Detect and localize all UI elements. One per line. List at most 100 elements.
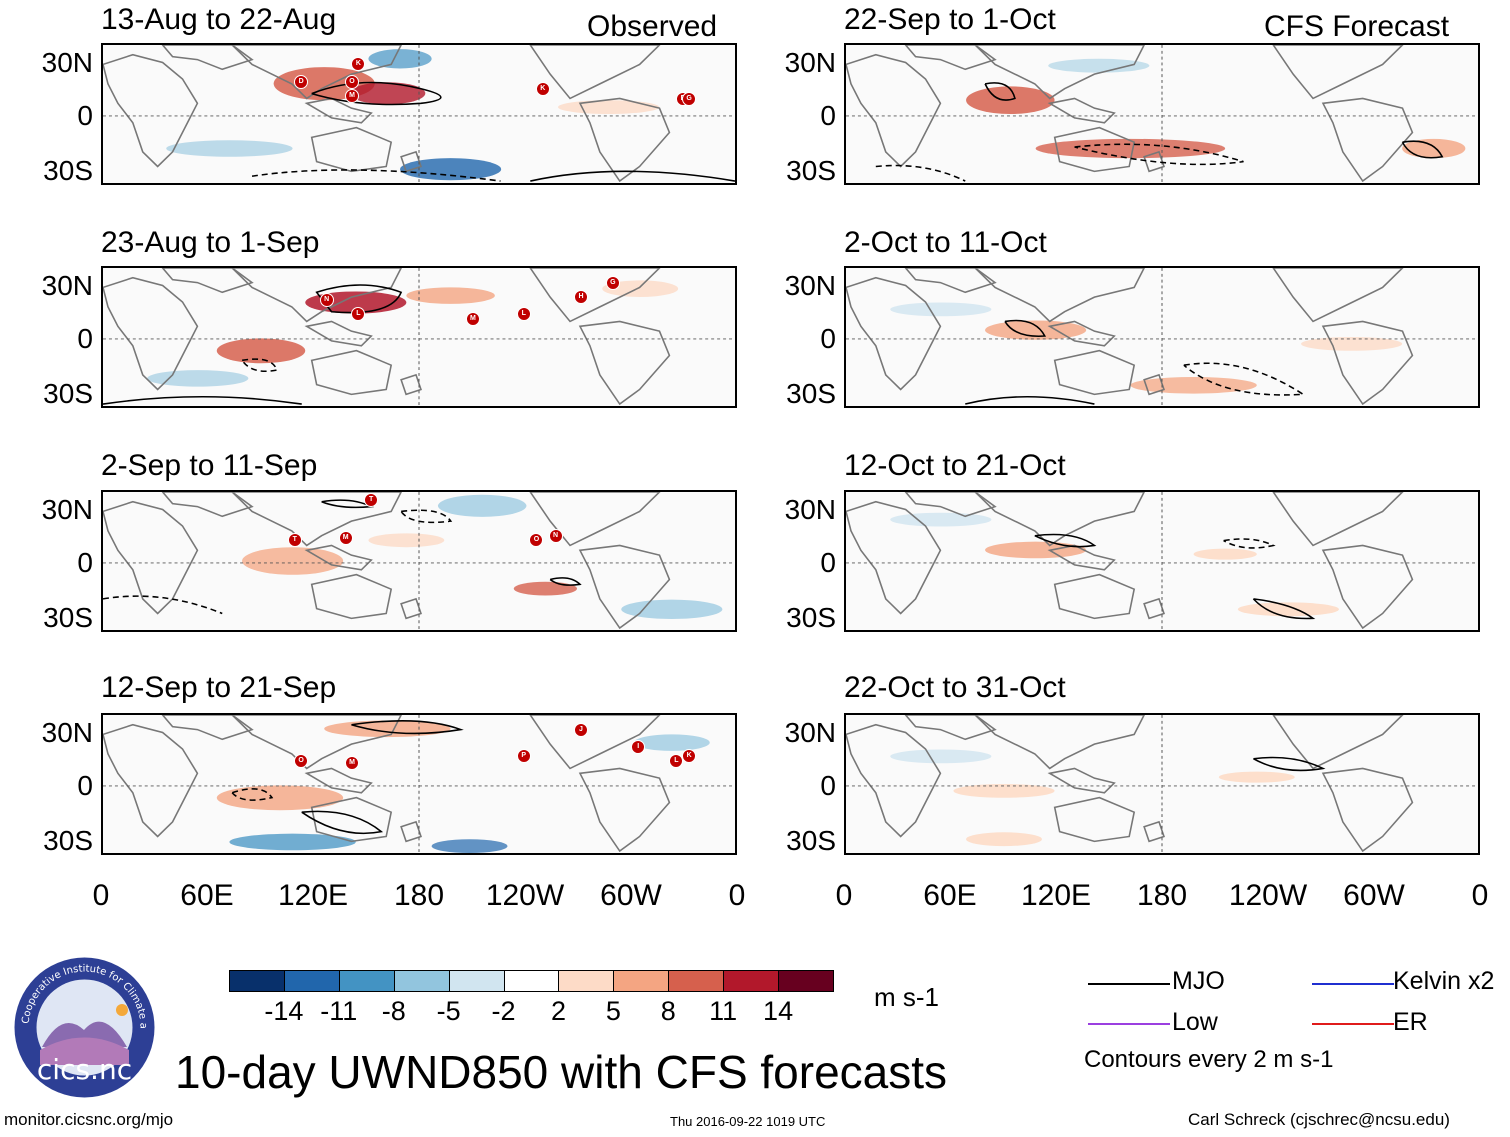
coastline [974, 45, 1146, 100]
lon-label: 180 [393, 879, 445, 912]
panel-title: 2-Sep to 11-Sep [101, 449, 318, 482]
wind-anomaly-shading [953, 784, 1055, 798]
forecast-label: CFS Forecast [1264, 10, 1450, 43]
lon-label: 120W [1228, 879, 1308, 912]
wind-anomaly-shading [431, 839, 508, 853]
legend-low-label: Low [1172, 1008, 1218, 1036]
panel-title: 12-Sep to 21-Sep [101, 671, 337, 704]
footer-url[interactable]: monitor.cicsnc.org/mjo [4, 1110, 174, 1129]
main-title: 10-day UWND850 with CFS forecasts [175, 1046, 948, 1098]
coastline [974, 715, 1146, 770]
coastline [231, 715, 403, 770]
map-panel [844, 43, 1480, 185]
wind-anomaly-shading [229, 833, 356, 851]
coastline [1047, 544, 1116, 571]
map-svg [103, 45, 735, 183]
tropical-cyclone-marker: M [345, 755, 360, 770]
lon-label: 0 [92, 879, 110, 912]
coastline [1272, 45, 1404, 100]
wind-anomaly-shading [890, 512, 992, 527]
mjo-contour [103, 595, 223, 615]
coastline [1047, 97, 1116, 124]
tropical-cyclone-marker: T [287, 532, 302, 547]
colorbar-tick-label: 14 [763, 996, 794, 1026]
coastline [1272, 715, 1404, 770]
lat-label: 0 [77, 547, 93, 578]
map-svg [846, 268, 1478, 406]
coastline [161, 715, 254, 741]
coastline [578, 320, 671, 406]
wind-anomaly-shading [349, 82, 426, 105]
legend-kelvin-label: Kelvin x2 [1393, 967, 1495, 995]
coastline [904, 715, 997, 741]
wind-anomaly-shading [166, 140, 293, 157]
panel-title: 23-Aug to 1-Sep [101, 226, 320, 259]
tropical-cyclone-marker: G [605, 276, 620, 291]
colorbar-tick-label: 8 [660, 996, 676, 1026]
panel-title: 22-Oct to 31-Oct [844, 671, 1066, 704]
lat-label: 0 [77, 770, 93, 801]
coastline [846, 276, 942, 391]
colorbar-tick-label: 2 [550, 996, 566, 1026]
colorbar-tick-label: 11 [709, 996, 738, 1026]
mjo-contour [1034, 533, 1097, 548]
coastline [578, 767, 671, 853]
panel-title: 13-Aug to 22-Aug [101, 3, 337, 36]
mjo-contour [875, 164, 966, 182]
wind-anomaly-shading [368, 49, 432, 69]
mjo-contour [1252, 598, 1316, 620]
lat-label: 0 [77, 100, 93, 131]
mjo-contour [965, 395, 1095, 405]
observed-label: Observed [587, 10, 718, 43]
tropical-cyclone-marker: K [351, 57, 366, 72]
lon-label: 120E [277, 879, 349, 912]
legend-kelvin-line [1312, 983, 1394, 985]
colorbar-swatch [448, 970, 505, 992]
map-panel [844, 490, 1480, 632]
coastline [1272, 492, 1404, 547]
coastline [1143, 820, 1165, 843]
map-svg [103, 492, 735, 630]
panel-title: 2-Oct to 11-Oct [844, 226, 1047, 259]
logo-text: cics.nc [37, 1053, 132, 1086]
coastline [1053, 573, 1136, 620]
legend-mjo-label: MJO [1172, 967, 1225, 995]
tropical-cyclone-marker: H [574, 290, 588, 305]
colorbar-tick-label: -14 [264, 996, 304, 1026]
wind-anomaly-shading [1402, 138, 1466, 159]
wind-anomaly-shading [400, 158, 502, 181]
tropical-cyclone-marker: O [294, 754, 309, 769]
coastline [1053, 349, 1136, 396]
coastline [529, 45, 661, 100]
coastline [161, 492, 254, 518]
lat-label: 30S [43, 825, 93, 856]
colorbar-swatch [558, 970, 615, 992]
wind-anomaly-shading [1193, 548, 1257, 560]
mjo-contour [984, 82, 1016, 101]
lat-label: 0 [820, 547, 836, 578]
mjo-contour [1223, 538, 1276, 549]
coastline [400, 150, 422, 173]
wind-anomaly-shading [966, 832, 1042, 847]
coastline [1272, 268, 1404, 323]
wind-anomaly-shading [985, 320, 1087, 340]
tropical-cyclone-marker: L [516, 307, 531, 322]
tropical-cyclone-marker: P [516, 748, 531, 763]
tropical-cyclone-marker: O [529, 532, 544, 547]
coastline [161, 268, 254, 294]
lat-label: 0 [820, 770, 836, 801]
wind-anomaly-shading [216, 785, 344, 811]
coastline [310, 796, 393, 843]
wind-anomaly-shading [985, 541, 1087, 559]
wind-anomaly-shading [1237, 602, 1339, 617]
coastline [974, 268, 1146, 323]
coastline [1053, 126, 1136, 173]
wind-anomaly-shading [368, 533, 445, 548]
mjo-contour [251, 169, 501, 182]
tropical-cyclone-marker: M [338, 531, 353, 546]
lat-label: 0 [820, 100, 836, 131]
coastline [1143, 373, 1165, 396]
wind-anomaly-shading [890, 749, 992, 764]
